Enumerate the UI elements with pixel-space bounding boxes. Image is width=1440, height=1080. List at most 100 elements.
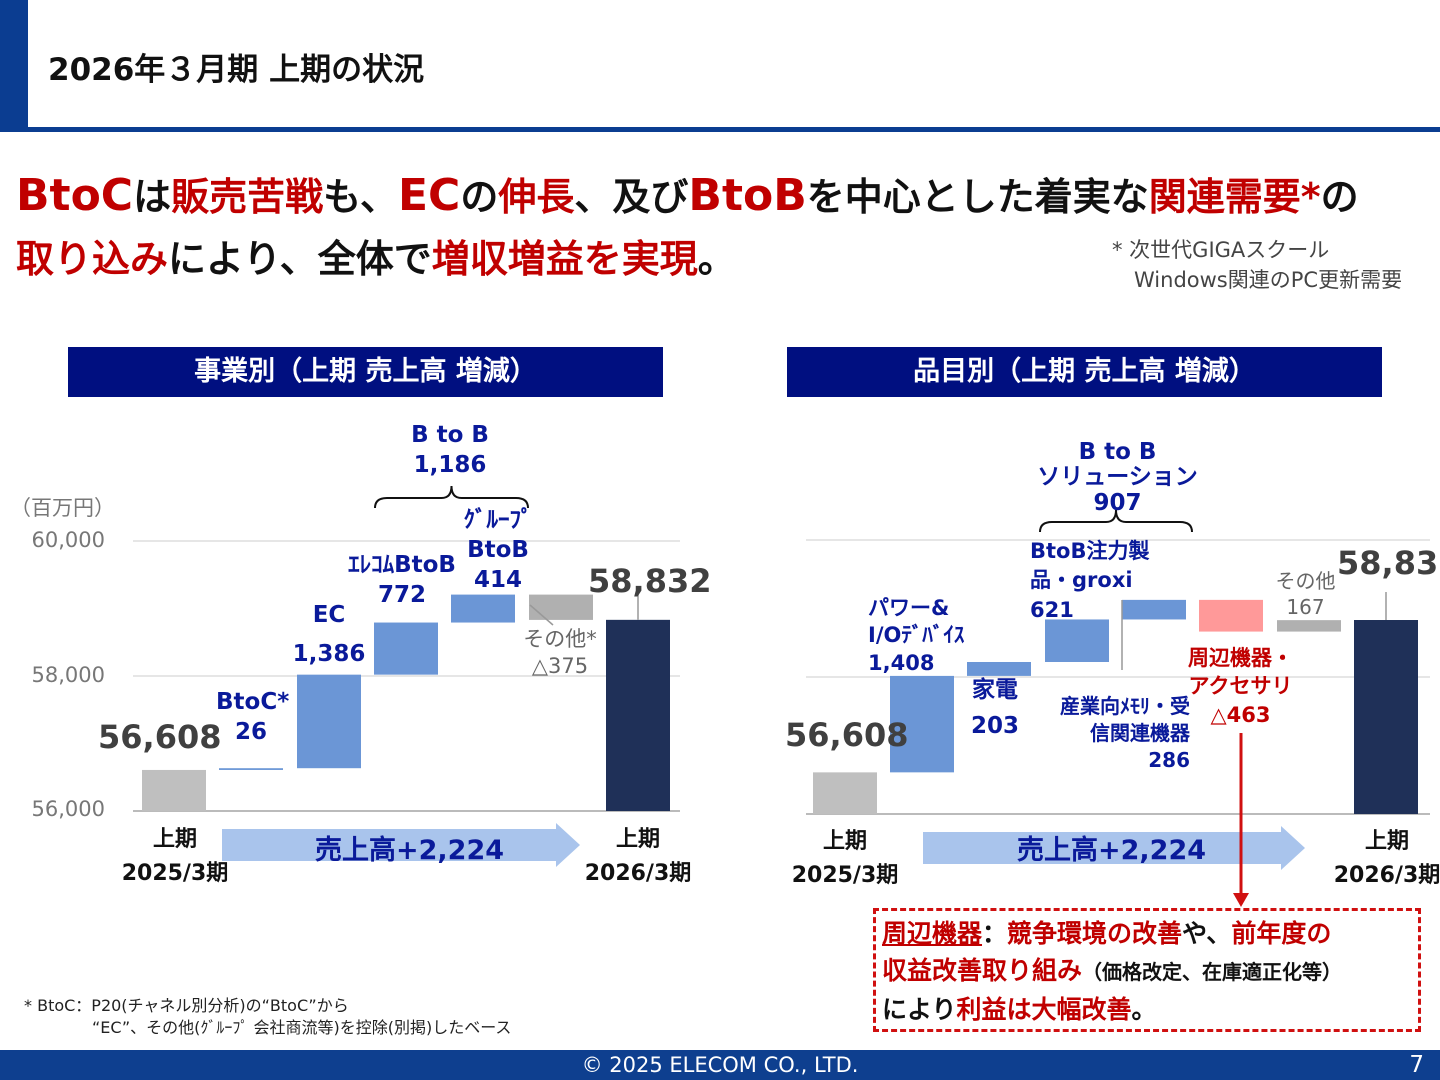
callout-line: 収益改善取り組み（価格改定、在庫適正化等）: [882, 952, 1412, 991]
hl-text: により、全体で: [168, 237, 432, 281]
headline-note-1: * 次世代GIGAスクール: [1112, 238, 1330, 262]
callout-text: により: [882, 995, 957, 1024]
x-label-start: 上期 2025/3期: [785, 825, 905, 893]
callout-red: 前年度の: [1231, 919, 1332, 948]
data-label-end: 58,832: [588, 562, 712, 600]
waterfall-bar: [606, 619, 670, 811]
x-label-line: 上期: [1364, 829, 1409, 854]
x-label-line: 上期: [822, 829, 867, 854]
data-label-btoc: BtoC* 26: [216, 688, 289, 748]
bracket-title: B to B: [411, 422, 489, 448]
x-label-end: 上期 2026/3期: [578, 823, 698, 891]
sales-arrow-label: 売上高+2,224: [315, 835, 505, 866]
section-header-business: 事業別（上期 売上高 増減）: [68, 347, 663, 397]
hl-text: の: [1320, 175, 1359, 219]
peripheral-callout: 周辺機器：競争環境の改善や、前年度の 収益改善取り組み（価格改定、在庫適正化等）…: [873, 908, 1421, 1032]
hl-text: は: [133, 175, 172, 219]
data-label-btob-focus: BtoB注力製品・groxi 621: [1030, 537, 1150, 625]
data-label-appliance: 家電 203: [965, 673, 1025, 744]
data-label-peripheral: 周辺機器・アクセサリ △463: [1183, 644, 1298, 729]
waterfall-bar: [1122, 599, 1186, 620]
hl-red: 販売苦戦: [171, 175, 324, 219]
step-value: 1,408: [868, 650, 935, 675]
headline-note-2: Windows関連のPC更新需要: [1134, 268, 1403, 292]
hl-red: 増収増益を実現: [431, 237, 698, 281]
callout-red: 利益は大幅改善: [956, 995, 1132, 1024]
waterfall-bar: [890, 675, 954, 773]
hl-btoc: BtoC: [16, 170, 134, 221]
bracket-sub: ソリューション: [1037, 464, 1198, 491]
step-value: 203: [970, 712, 1019, 739]
step-value: 1,386: [292, 641, 366, 668]
btob-bracket: [374, 485, 529, 509]
waterfall-bar: [142, 769, 206, 811]
bracket-label: B to B 1,186: [400, 421, 500, 481]
hl-text: 。: [697, 237, 736, 281]
sales-arrow-label: 売上高+2,224: [1017, 835, 1207, 866]
callout-arrowhead: [1233, 893, 1249, 907]
leader-line: [529, 604, 554, 626]
unit-label: （百万円）: [10, 496, 115, 520]
waterfall-bar: [1277, 620, 1341, 632]
hl-text: の: [460, 175, 499, 219]
footer-bar: © 2025 ELECOM CO., LTD. 7: [0, 1050, 1440, 1080]
x-label-line: 2026/3期: [1333, 863, 1440, 889]
callout-text: ：: [982, 919, 1008, 948]
step-name: EC: [312, 602, 346, 628]
waterfall-bar: [1199, 599, 1263, 632]
footnote: * BtoC：P20(チャネル別分析)の“BtoC”から “EC”、その他(ｸﾞﾙ…: [24, 995, 511, 1039]
callout-text: （価格改定、在庫適正化等）: [1082, 960, 1343, 984]
step-value: △463: [1210, 702, 1271, 727]
y-tick: 60,000: [31, 528, 105, 552]
waterfall-bar: [1354, 620, 1418, 814]
hl-red: 取り込み: [16, 237, 169, 281]
hl-btob: BtoB: [688, 170, 807, 221]
step-value: △375: [531, 654, 589, 679]
x-label-line: 2026/3期: [584, 861, 692, 887]
callout-line: 周辺機器：競争環境の改善や、前年度の: [882, 915, 1412, 952]
footnote-line: * BtoC：P20(チャネル別分析)の“BtoC”から: [24, 996, 349, 1015]
sales-arrow: [222, 823, 580, 867]
waterfall-bar: [1045, 619, 1109, 662]
waterfall-bar: [967, 661, 1031, 676]
x-label-line: 2025/3期: [121, 861, 229, 887]
waterfall-bar: [813, 772, 877, 814]
step-name: 周辺機器・アクセサリ: [1188, 646, 1293, 699]
step-value: 414: [473, 566, 522, 593]
callout-red: 収益改善取り組み: [882, 956, 1083, 985]
step-name: その他*: [523, 627, 597, 651]
step-name: ｴﾚｺﾑBtoB: [348, 552, 456, 578]
y-tick: 58,000: [31, 663, 105, 687]
x-label-line: 2025/3期: [791, 863, 899, 889]
waterfall-bar: [297, 674, 361, 769]
hl-red: 関連需要*: [1148, 175, 1321, 219]
copyright: © 2025 ELECOM CO., LTD.: [581, 1053, 859, 1077]
data-label-other: その他* △375: [515, 626, 605, 681]
callout-line: により利益は大幅改善。: [882, 991, 1412, 1028]
data-label-industrial: 産業向ﾒﾓﾘ・受信関連機器 286: [1058, 693, 1190, 774]
callout-text: 。: [1131, 995, 1157, 1024]
hl-text: 、及び: [574, 175, 689, 219]
hl-text: を中心とした着実な: [806, 175, 1149, 219]
hl-red: 伸長: [498, 175, 575, 219]
callout-red: 周辺機器: [882, 919, 983, 948]
waterfall-bar: [374, 622, 438, 675]
step-value: 621: [1030, 597, 1074, 622]
data-label-power: パワー& I/Oﾃﾞﾊﾞｲｽ 1,408: [868, 595, 978, 677]
btob-bracket: [1039, 509, 1193, 533]
step-value: 26: [234, 718, 267, 745]
header-divider: [0, 127, 1440, 132]
data-label-other: その他 167: [1268, 568, 1343, 620]
step-name: 産業向ﾒﾓﾘ・受信関連機器: [1060, 694, 1190, 745]
waterfall-bar: [219, 768, 283, 770]
x-label-line: 上期: [615, 827, 660, 852]
callout-text: や、: [1182, 919, 1232, 948]
bracket-label: B to B ソリューション 907: [1020, 439, 1215, 516]
step-name: BtoB注力製品・groxi: [1030, 539, 1150, 593]
bracket-value: 907: [1093, 489, 1142, 516]
section-header-product: 品目別（上期 売上高 増減）: [787, 347, 1382, 397]
step-name: ｸﾞﾙｰﾌﾟ BtoB: [463, 507, 541, 563]
sales-arrow: [923, 826, 1305, 870]
data-label-end: 58,832: [1337, 544, 1440, 582]
headline-line-2: 取り込みにより、全体で増収増益を実現。: [16, 228, 736, 283]
